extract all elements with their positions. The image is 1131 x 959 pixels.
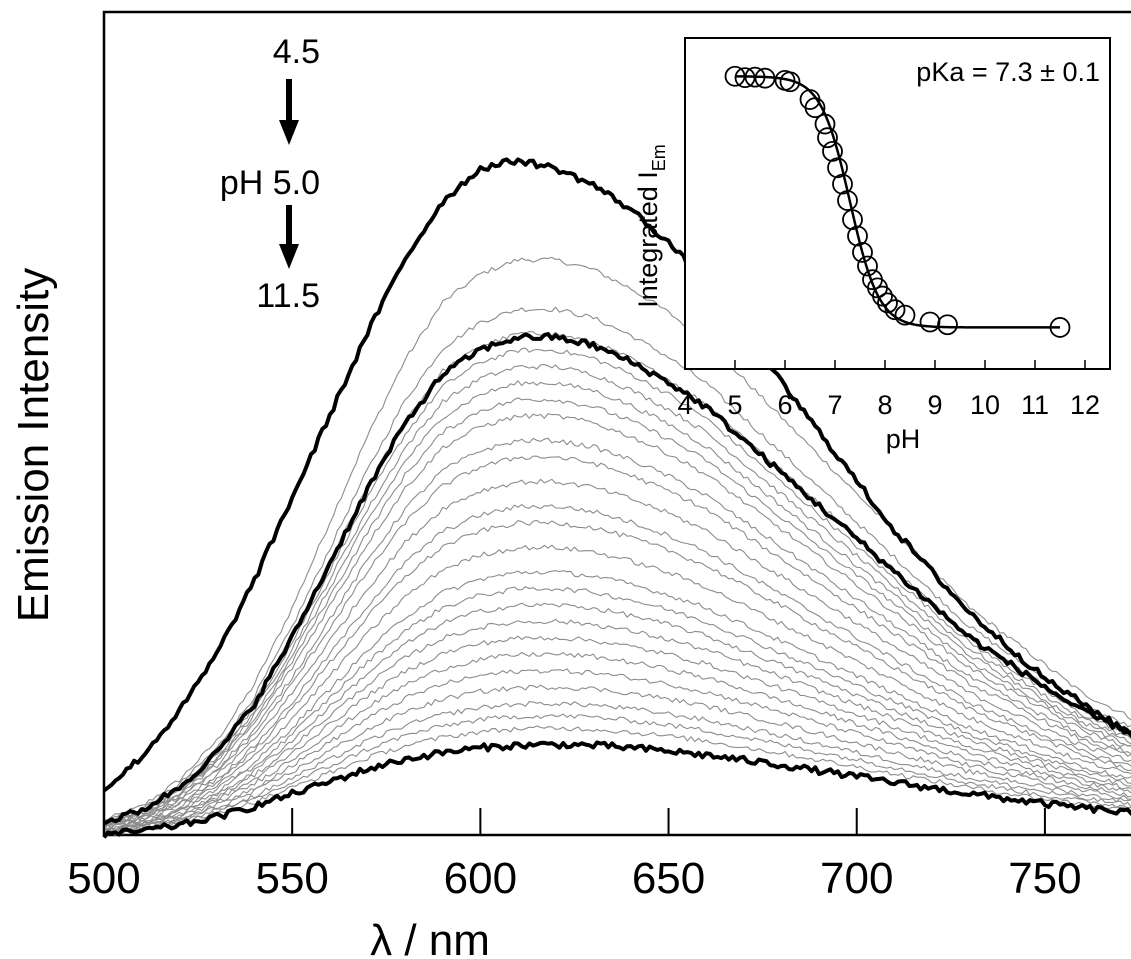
inset-data-point bbox=[734, 67, 756, 89]
inset-data-point bbox=[827, 157, 848, 179]
inset-x-tick-label: 6 bbox=[777, 390, 792, 420]
inset-plot-frame bbox=[684, 37, 1111, 370]
family-spectrum-line bbox=[103, 635, 1131, 833]
inset-y-axis-title-sub: Em bbox=[649, 144, 669, 171]
inset-x-ticks: 4 5 6 7 8 9 10 11 12 bbox=[677, 360, 1100, 420]
inset-data-point bbox=[877, 292, 898, 314]
inset-x-tick-label: 8 bbox=[877, 390, 892, 420]
inset-x-tick-label: 11 bbox=[1021, 390, 1049, 420]
main-x-tick-label: 750 bbox=[1008, 854, 1081, 903]
inset-data-point bbox=[837, 190, 858, 211]
family-spectrum-line bbox=[103, 701, 1131, 836]
ph-end-label: 11.5 bbox=[256, 277, 320, 315]
inset-data-point bbox=[724, 65, 746, 87]
family-spectrum-line bbox=[103, 585, 1131, 832]
inset-data-point bbox=[847, 225, 868, 247]
inset-data-point bbox=[894, 304, 916, 326]
inset-chart: 4 5 6 7 8 9 10 11 12 pKa = 7.3 ± 0.1 pH Integrat… bbox=[633, 37, 1111, 454]
family-spectrum-line bbox=[103, 602, 1131, 833]
inset-data-point bbox=[832, 173, 853, 195]
family-spectrum-line bbox=[103, 668, 1131, 836]
inset-data-points bbox=[724, 65, 1071, 338]
inset-data-point bbox=[884, 299, 906, 321]
family-spectrum-line bbox=[103, 379, 1131, 823]
inset-data-point bbox=[822, 140, 843, 162]
family-spectrum-line bbox=[103, 478, 1131, 829]
family-spectrum-line bbox=[103, 437, 1131, 826]
inset-data-point bbox=[857, 255, 878, 277]
family-spectrum-line bbox=[103, 306, 1131, 823]
highlight-spectrum-line bbox=[103, 332, 1131, 826]
inset-data-point bbox=[817, 127, 838, 149]
pka-annotation: pKa = 7.3 ± 0.1 bbox=[916, 57, 1100, 87]
inset-data-point bbox=[779, 71, 801, 93]
family-spectrum-line bbox=[103, 347, 1131, 825]
inset-x-tick-label: 7 bbox=[827, 390, 842, 420]
main-y-axis-title: Emission Intensity bbox=[9, 268, 58, 623]
family-spectrum-line bbox=[103, 256, 1131, 821]
family-spectrum-line bbox=[103, 519, 1131, 831]
inset-x-tick-label: 5 bbox=[727, 390, 742, 420]
inset-y-axis-title: Integrated IEm bbox=[633, 144, 669, 308]
inset-x-tick-label: 4 bbox=[677, 390, 692, 420]
family-spectrum-line bbox=[103, 455, 1131, 828]
inset-x-tick-label: 10 bbox=[970, 390, 1000, 420]
main-highlight-series bbox=[102, 157, 1131, 839]
highlight-spectrum-line bbox=[102, 740, 1131, 839]
main-x-tick-label: 600 bbox=[444, 854, 517, 903]
main-x-ticks: 500 550 600 650 700 750 bbox=[67, 808, 1082, 903]
family-spectrum-line bbox=[103, 544, 1131, 832]
main-x-axis-title: λ / nm bbox=[370, 916, 490, 959]
family-spectrum-line bbox=[103, 618, 1131, 833]
ph-mid-label: pH 5.0 bbox=[220, 164, 320, 202]
family-spectrum-line bbox=[103, 412, 1131, 828]
main-x-tick-label: 550 bbox=[255, 854, 328, 903]
main-plot-frame bbox=[102, 10, 1131, 837]
inset-data-point bbox=[814, 113, 836, 135]
inset-x-tick-label: 12 bbox=[1070, 390, 1100, 420]
highlight-spectrum-line bbox=[102, 157, 1131, 793]
inset-data-point bbox=[937, 314, 958, 336]
family-spectrum-line bbox=[103, 503, 1131, 831]
main-family-series bbox=[103, 256, 1131, 838]
main-x-tick-label: 700 bbox=[820, 854, 893, 903]
ph-annotation: 4.5 pH 5.0 11.5 bbox=[220, 33, 320, 315]
family-spectrum-line bbox=[103, 364, 1131, 825]
inset-x-tick-label: 9 bbox=[927, 390, 942, 420]
inset-data-point bbox=[842, 209, 863, 231]
inset-data-point bbox=[852, 241, 873, 263]
inset-y-axis-title-main: Integrated I bbox=[633, 171, 663, 308]
ph-arrow-head-1 bbox=[279, 120, 299, 145]
inset-x-axis-title: pH bbox=[886, 424, 921, 454]
svg-text:Integrated IEm: Integrated IEm bbox=[633, 144, 669, 308]
family-spectrum-line bbox=[103, 651, 1131, 834]
main-x-tick-label: 650 bbox=[632, 854, 705, 903]
family-spectrum-line bbox=[103, 397, 1131, 827]
inset-data-point bbox=[1049, 317, 1071, 338]
main-chart: 500 550 600 650 700 750 λ / nm Emission Inten… bbox=[9, 10, 1131, 959]
family-spectrum-line bbox=[103, 570, 1131, 833]
family-spectrum-line bbox=[103, 684, 1131, 834]
inset-data-point bbox=[804, 97, 826, 119]
ph-arrow-head-2 bbox=[279, 244, 299, 269]
main-x-tick-label: 500 bbox=[67, 854, 140, 903]
ph-start-label: 4.5 bbox=[273, 33, 320, 71]
inset-data-point bbox=[744, 66, 766, 88]
family-spectrum-line bbox=[103, 713, 1131, 837]
inset-data-point bbox=[919, 311, 941, 333]
inset-data-point bbox=[754, 67, 776, 89]
inset-data-point bbox=[872, 285, 893, 307]
